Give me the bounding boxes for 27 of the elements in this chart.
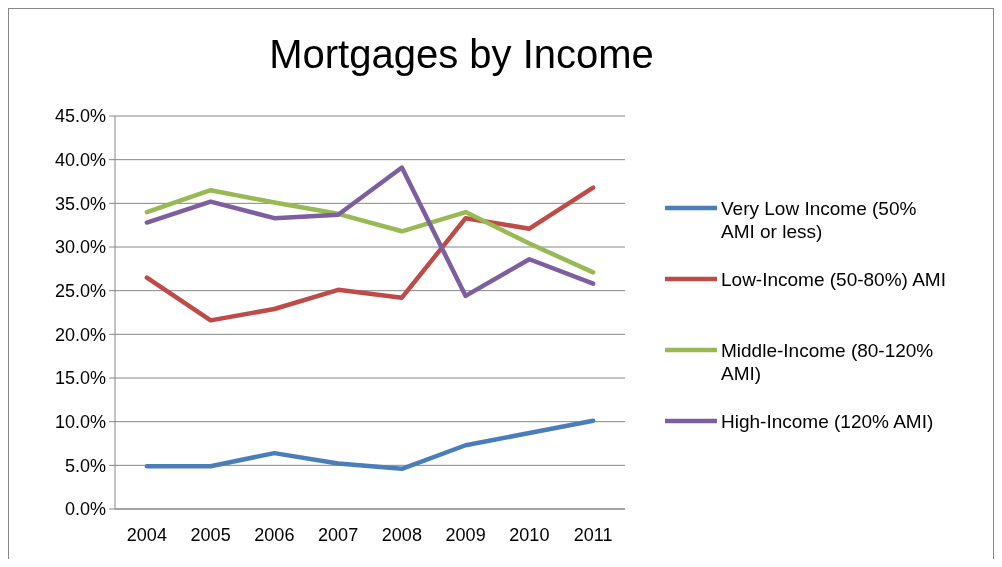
legend-label: Middle-Income (80-120% AMI) (721, 339, 934, 385)
line-series (144, 187, 596, 275)
y-tick-label: 25.0% (54, 280, 106, 301)
line-series (144, 418, 596, 472)
y-tick-label: 0.0% (64, 499, 106, 520)
y-tick-label: 40.0% (54, 149, 106, 170)
x-tick-label: 2006 (254, 525, 295, 545)
chart-title: Mortgages by Income (269, 32, 654, 76)
legend-label: Low-Income (50-80%) AMI (721, 268, 946, 290)
y-tick-label: 5.0% (64, 455, 106, 476)
line-series (144, 165, 596, 299)
x-tick-label: 2004 (126, 525, 167, 545)
legend-label: High-Income (120% AMI) (721, 410, 934, 432)
x-tick-label: 2005 (190, 525, 231, 545)
y-tick-label: 20.0% (54, 324, 106, 345)
x-tick-label: 2010 (509, 525, 550, 545)
y-tick-label: 35.0% (54, 193, 106, 214)
y-tick-label: 15.0% (54, 368, 106, 389)
x-tick-label: 2011 (573, 525, 613, 545)
x-tick-label: 2007 (318, 525, 359, 545)
legend-label: Very Low Income (50% AMI or less) (721, 197, 917, 243)
line-series (144, 185, 596, 323)
y-tick-label: 30.0% (54, 237, 106, 258)
x-tick-label: 2008 (381, 525, 422, 545)
y-tick-label: 10.0% (54, 411, 106, 432)
y-tick-label: 45.0% (54, 106, 106, 127)
x-tick-label: 2009 (445, 525, 486, 545)
